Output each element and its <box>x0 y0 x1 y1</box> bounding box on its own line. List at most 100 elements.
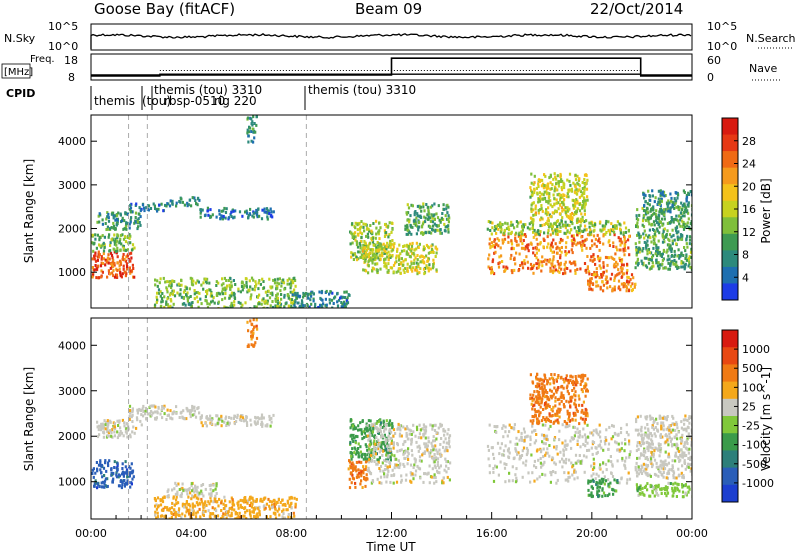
velocity-colorbar-label: Velocity [m s^-1] <box>759 367 773 471</box>
ytick-label: 1000 <box>58 266 86 279</box>
nsearch-label: N.Search <box>746 32 796 45</box>
echo-region-11 <box>486 423 632 485</box>
echo-region-14 <box>486 219 630 236</box>
power-colorbar: 4 8 12 16 20 24 28 <box>721 117 756 301</box>
echo-region-8 <box>347 459 369 490</box>
cpid-entry-2: (tou) <box>142 94 171 108</box>
echo-region-9 <box>291 289 351 308</box>
nsky-tick-bottom: 10^0 <box>48 40 78 53</box>
ytick-label: 4000 <box>58 339 86 352</box>
echo-region-3 <box>128 404 201 421</box>
echo-region-4 <box>199 413 275 428</box>
colorbar-tick-label: 25 <box>742 400 756 413</box>
time-xlabel: Time UT <box>365 540 416 554</box>
echo-region-6 <box>166 481 218 499</box>
echo-region-17 <box>634 206 692 271</box>
freq-tick-bottom: 8 <box>68 71 75 84</box>
colorbar-tick-label: 1000 <box>742 343 770 356</box>
colorbar-tick-label: 20 <box>742 180 756 193</box>
xtick-label: 00:00 <box>75 527 107 540</box>
echo-region-12 <box>404 202 451 236</box>
xtick-label: 12:00 <box>376 527 408 540</box>
cpid-entry-5: rig 220 <box>214 94 257 108</box>
echo-region-8 <box>246 115 258 144</box>
nsky-trace <box>90 33 692 49</box>
ytick-label: 3000 <box>58 179 86 192</box>
colorbar-tick-label: -25 <box>742 420 760 433</box>
ytick-label: 2000 <box>58 430 86 443</box>
echo-region-3 <box>96 211 142 231</box>
nave-trace <box>91 57 692 76</box>
echo-region-2 <box>91 233 136 253</box>
echo-region-7 <box>153 276 298 308</box>
nave-tick-bottom: 0 <box>707 71 714 84</box>
nsearch-tick-bottom: 10^0 <box>707 40 737 53</box>
colorbar-tick-label: -100 <box>742 439 767 452</box>
xtick-label: 04:00 <box>175 527 207 540</box>
nsky-tick-top: 10^5 <box>48 20 78 33</box>
colorbar-tick-label: 100 <box>742 381 763 394</box>
colorbar-tick-label: 28 <box>742 135 756 148</box>
colorbar-tick-label: 4 <box>742 271 749 284</box>
echo-region-10 <box>349 219 394 262</box>
ytick-label: 2000 <box>58 223 86 236</box>
power-echoes <box>91 115 692 308</box>
velocity-echoes <box>91 318 692 519</box>
xtick-label: 00:00 <box>676 527 708 540</box>
nave-tick-top: 60 <box>707 54 721 67</box>
velocity-panel: 1000 2000 3000 4000 Slant Range [km] 00:00 0… <box>22 317 774 554</box>
nave-label: Nave <box>749 62 777 75</box>
freq-panel: Freq. [MHz] 18 8 60 0 Nave <box>1 53 780 84</box>
colorbar-tick-label: 24 <box>742 158 756 171</box>
colorbar-tick-label: -500 <box>742 458 767 471</box>
nsky-panel: N.Sky 10^5 10^0 10^5 10^0 N.Search <box>4 20 796 53</box>
echo-region-12 <box>529 372 589 426</box>
freq-tick-top: 18 <box>64 54 78 67</box>
echo-region-14 <box>635 481 692 499</box>
nsky-label: N.Sky <box>4 32 36 45</box>
freq-label: Freq. <box>30 54 55 65</box>
ytick-label: 3000 <box>58 385 86 398</box>
cpid-entry-6: themis (tou) 3310 <box>308 83 416 97</box>
xtick-label: 20:00 <box>576 527 608 540</box>
beam-title: Beam 09 <box>355 0 423 18</box>
ytick-label: 1000 <box>58 476 86 489</box>
echo-region-15 <box>529 172 589 223</box>
cpid-entry-1: themis <box>94 94 135 108</box>
velocity-colorbar: 1000 500 100 25 -25 -100 -500 -1000 <box>721 329 774 503</box>
power-colorbar-label: Power [dB] <box>759 178 773 243</box>
echo-region-13 <box>487 233 631 276</box>
echo-region-5 <box>153 495 298 519</box>
echo-region-11 <box>361 241 439 276</box>
colorbar-tick-label: 16 <box>742 203 756 216</box>
power-ylabel: Slant Range [km] <box>22 159 36 263</box>
echo-region-13 <box>587 477 619 499</box>
velocity-ylabel: Slant Range [km] <box>22 367 36 471</box>
power-panel: 1000 2000 3000 4000 Slant Range [km] 4 8 12 16… <box>22 114 773 309</box>
cpid-entry-4: rbsp-0510 <box>164 94 225 108</box>
colorbar-tick-label: 8 <box>742 249 749 262</box>
cpid-label: CPID <box>6 87 35 100</box>
echo-region-1 <box>91 459 135 490</box>
colorbar-tick-label: 12 <box>742 226 756 239</box>
cpid-row: CPID themis (tou) themis (tou) 3310 rbsp… <box>6 83 416 110</box>
freq-unit-label: [MHz] <box>4 67 33 78</box>
echo-region-6 <box>199 206 275 221</box>
colorbar-tick-label: -1000 <box>742 477 774 490</box>
colorbar-tick-label: 500 <box>742 362 763 375</box>
freq-trace <box>91 73 692 77</box>
xtick-label: 16:00 <box>476 527 508 540</box>
echo-region-7 <box>246 318 259 348</box>
echo-region-10 <box>366 422 452 485</box>
cpid-entry-3: themis (tou) 3310 <box>154 83 262 97</box>
echo-region-2 <box>96 418 143 440</box>
echo-region-15 <box>634 414 692 480</box>
echo-region-4 <box>128 202 168 214</box>
echo-region-16 <box>587 272 637 293</box>
station-title: Goose Bay (fitACF) <box>94 0 236 18</box>
xtick-label: 08:00 <box>275 527 307 540</box>
echo-region-18 <box>642 189 692 214</box>
ytick-label: 4000 <box>58 135 86 148</box>
nsearch-tick-top: 10^5 <box>707 20 737 33</box>
